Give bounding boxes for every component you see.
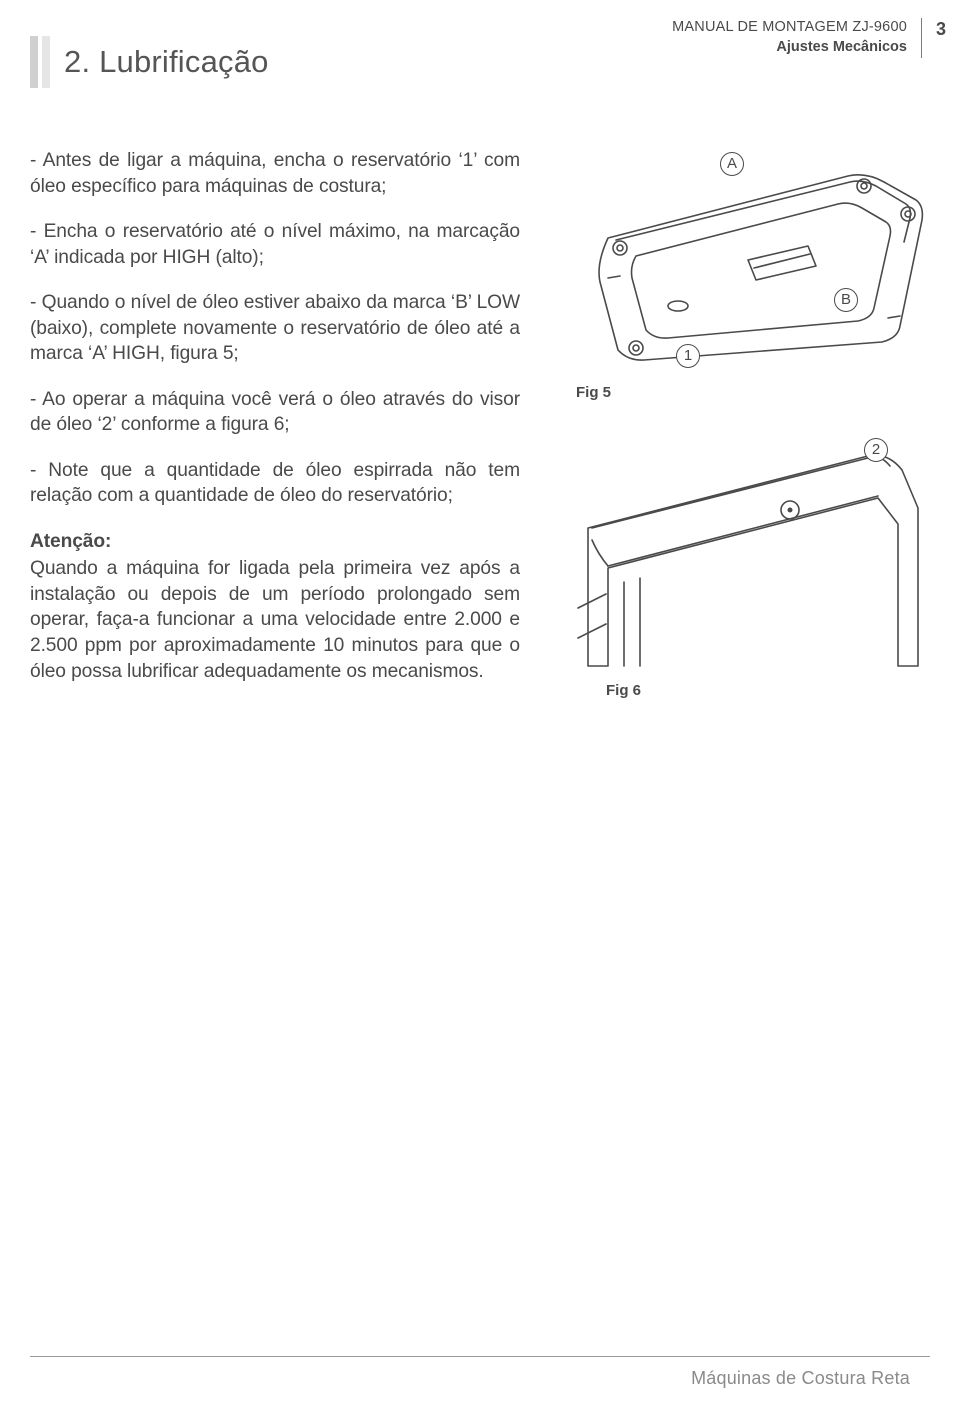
paragraph: - Antes de ligar a máquina, encha o rese… [30,148,520,199]
section-title: 2. Lubrificação [64,44,269,80]
figure-5-illustration [548,148,928,378]
page-number: 3 [936,18,946,38]
section-heading: 2. Lubrificação [30,36,269,88]
callout-a: A [720,152,744,176]
paragraph: - Quando o nível de óleo estiver abaixo … [30,290,520,367]
manual-title: MANUAL DE MONTAGEM ZJ-9600 [672,18,907,38]
figure-6-caption: Fig 6 [606,682,641,699]
figure-column: A B 1 Fig 5 [548,148,928,684]
page: MANUAL DE MONTAGEM ZJ-9600 Ajustes Mecân… [0,0,960,1417]
attention-body: Quando a máquina for ligada pela primeir… [30,558,520,681]
page-number-box: 3 [921,18,960,58]
paragraph: - Ao operar a máquina você verá o óleo a… [30,387,520,438]
paragraph: - Encha o reservatório até o nível máxim… [30,219,520,270]
callout-b: B [834,288,858,312]
figure-5-caption: Fig 5 [576,384,611,401]
paragraph: - Note que a quantidade de óleo espirrad… [30,458,520,509]
heading-bar-icon [42,36,50,88]
text-column: - Antes de ligar a máquina, encha o rese… [30,148,520,684]
callout-1: 1 [676,344,700,368]
attention-block: Atenção: Quando a máquina for ligada pel… [30,529,520,684]
footer-text: Máquinas de Costura Reta [691,1368,910,1389]
footer-rule [30,1356,930,1357]
manual-subtitle: Ajustes Mecânicos [672,38,907,58]
heading-bar-icon [30,36,38,88]
attention-heading: Atenção: [30,529,520,555]
figure-6-illustration [548,428,928,668]
callout-2: 2 [864,438,888,462]
page-header: MANUAL DE MONTAGEM ZJ-9600 Ajustes Mecân… [672,18,960,62]
header-text: MANUAL DE MONTAGEM ZJ-9600 Ajustes Mecân… [672,18,921,57]
content-columns: - Antes de ligar a máquina, encha o rese… [30,148,930,684]
